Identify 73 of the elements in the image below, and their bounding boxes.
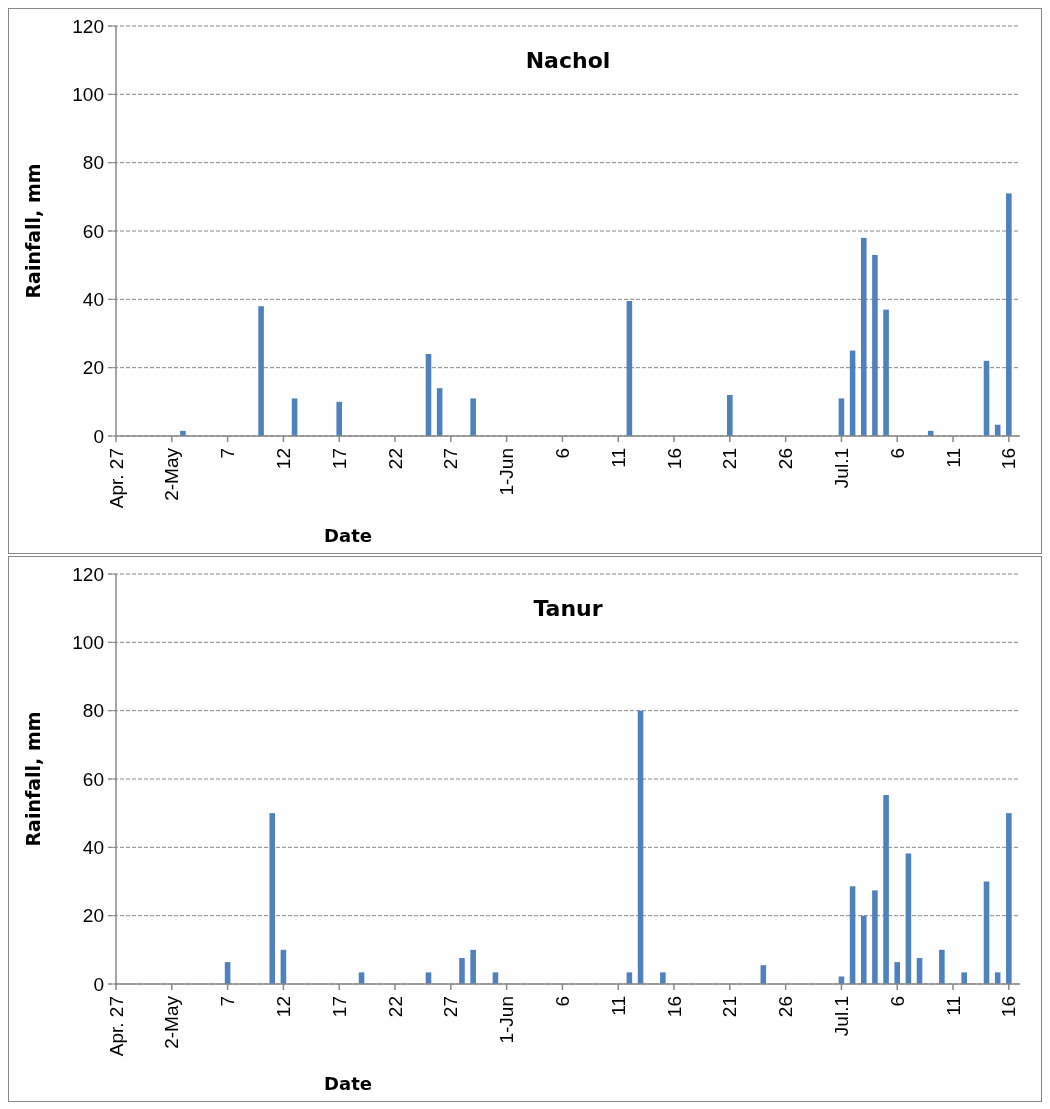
bar — [258, 306, 264, 436]
x-tick-label: 11 — [607, 996, 629, 1016]
y-tick-label: 60 — [82, 768, 104, 790]
y-tick-label: 100 — [72, 83, 104, 105]
bar — [470, 949, 476, 984]
y-tick-label: 120 — [72, 563, 104, 585]
x-tick-label: Apr. 27 — [105, 448, 127, 509]
x-tick-label: Jul.1 — [831, 448, 853, 489]
x-tick-label: 16 — [998, 448, 1020, 470]
y-tick-label: 100 — [72, 631, 104, 653]
y-tick-label: 80 — [82, 700, 104, 722]
x-tick-label: 2-May — [161, 447, 183, 501]
bar — [1006, 813, 1012, 984]
x-tick-label: 6 — [886, 448, 908, 459]
x-tick-label: 27 — [440, 448, 462, 470]
bar — [883, 795, 889, 984]
y-tick-label: 40 — [82, 836, 104, 858]
y-tick-label: 120 — [72, 15, 104, 37]
x-tick-label: 27 — [440, 996, 462, 1018]
text: Nachol — [525, 48, 611, 73]
y-tick-label: 80 — [82, 152, 104, 174]
x-tick-label: 1-Jun — [496, 448, 518, 496]
x-tick-label: 11 — [942, 996, 964, 1016]
x-tick-label: 26 — [775, 996, 797, 1018]
bar — [336, 401, 342, 436]
x-tick-label: 21 — [719, 996, 741, 1018]
x-tick-label: 22 — [384, 996, 406, 1018]
bar — [872, 890, 878, 984]
y-tick-label: 0 — [93, 425, 104, 447]
x-tick-label: 17 — [328, 996, 350, 1018]
y-tick-label: 40 — [82, 288, 104, 310]
bar — [459, 958, 465, 984]
x-tick-label: 7 — [217, 996, 239, 1007]
x-tick-label: 2-May — [161, 995, 183, 1049]
x-tick-label: 12 — [273, 996, 295, 1018]
bar — [660, 972, 666, 984]
y-tick-label: 20 — [82, 357, 104, 379]
x-tick-label: 12 — [273, 448, 295, 470]
x-tick-label: 1-Jun — [496, 996, 518, 1044]
y-axis-title: Rainfall, mm — [22, 711, 44, 847]
x-tick-label: 7 — [217, 448, 239, 459]
bar — [860, 237, 867, 436]
x-tick-label: 6 — [886, 996, 908, 1007]
x-axis-title: Date — [324, 525, 372, 546]
bar — [470, 398, 476, 436]
x-tick-label: 16 — [998, 996, 1020, 1018]
x-tick-label: Jul.1 — [831, 996, 853, 1037]
y-tick-label: 60 — [82, 220, 104, 242]
text: Tanur — [533, 596, 603, 621]
bar — [961, 972, 967, 984]
bar — [939, 949, 945, 984]
x-tick-label: 6 — [552, 448, 574, 459]
x-tick-label: 17 — [328, 448, 350, 470]
x-axis-title: Date — [324, 1073, 372, 1094]
bar — [269, 813, 276, 984]
y-tick-label: 20 — [82, 905, 104, 927]
x-tick-label: 21 — [719, 448, 741, 470]
bar — [860, 915, 867, 984]
y-axis-title: Rainfall, mm — [22, 163, 44, 299]
x-tick-label: 11 — [942, 448, 964, 468]
x-tick-label: 22 — [384, 448, 406, 470]
bar — [894, 962, 901, 984]
bar — [883, 309, 889, 436]
bar — [727, 395, 733, 436]
x-tick-label: 16 — [663, 996, 685, 1018]
x-tick-label: Apr. 27 — [105, 996, 127, 1057]
bar — [1006, 193, 1012, 436]
x-tick-label: 16 — [663, 448, 685, 470]
x-tick-label: 11 — [607, 448, 629, 468]
x-tick-label: 26 — [775, 448, 797, 470]
y-tick-label: 0 — [93, 973, 104, 995]
x-tick-label: 6 — [552, 996, 574, 1007]
bar — [872, 254, 878, 436]
